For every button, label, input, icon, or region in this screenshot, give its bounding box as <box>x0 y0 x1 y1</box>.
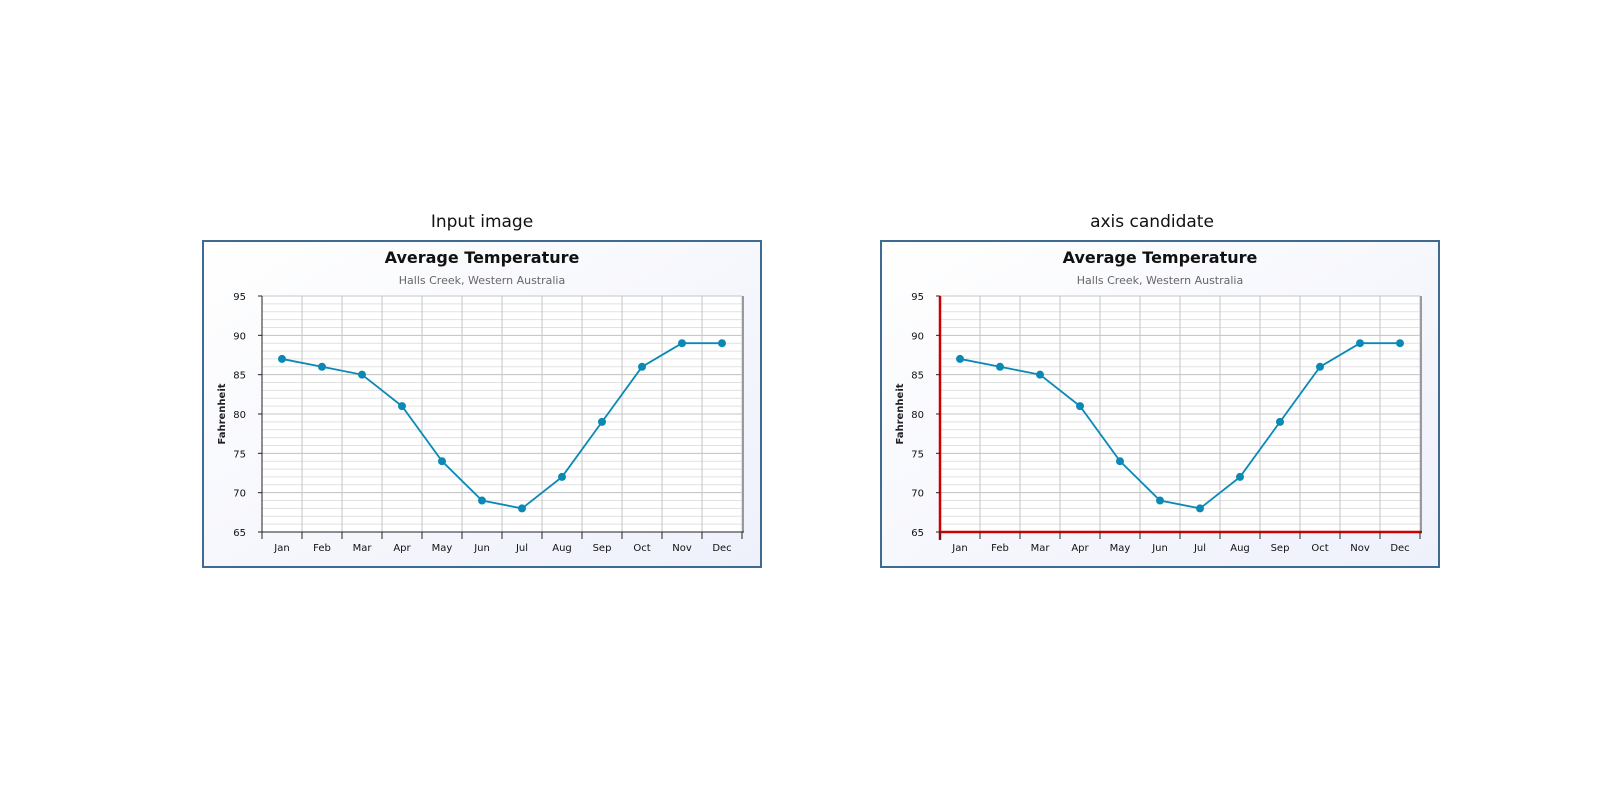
y-tick-label: 65 <box>233 528 246 539</box>
chart-title: Average Temperature <box>1063 248 1258 267</box>
x-tick-label: Jan <box>951 543 967 554</box>
y-tick-label: 95 <box>233 292 246 303</box>
data-point <box>678 339 686 348</box>
y-tick-label: 90 <box>911 331 924 342</box>
x-tick-label: Jan <box>273 543 289 554</box>
x-tick-label: Sep <box>593 543 612 554</box>
data-point <box>438 457 446 466</box>
x-tick-label: Jun <box>473 543 490 554</box>
x-tick-label: Mar <box>353 543 373 554</box>
data-point <box>956 354 964 363</box>
y-tick-label: 95 <box>911 292 924 303</box>
panel-title-input: Input image <box>430 212 534 232</box>
data-point <box>598 417 606 426</box>
data-point <box>398 402 406 411</box>
chart-panel-input: Average Temperature Halls Creek, Western … <box>202 240 762 568</box>
chart-subtitle: Halls Creek, Western Australia <box>399 274 565 287</box>
y-tick-label: 90 <box>233 331 246 342</box>
x-tick-label: Oct <box>633 543 650 554</box>
data-point <box>718 339 726 348</box>
data-point <box>1356 339 1364 348</box>
chart-input-svg: Average Temperature Halls Creek, Western … <box>202 240 762 568</box>
chart-panel-axis-candidate: Average Temperature Halls Creek, Western … <box>880 240 1440 568</box>
data-point <box>1276 417 1284 426</box>
x-tick-label: Apr <box>393 543 411 554</box>
data-point <box>1316 362 1324 371</box>
x-tick-label: Dec <box>1390 543 1409 554</box>
y-tick-label: 80 <box>911 410 924 421</box>
x-tick-label: Aug <box>1230 543 1250 554</box>
chart-axis-candidate-svg: Average Temperature Halls Creek, Western … <box>880 240 1440 568</box>
y-tick-label: 70 <box>911 489 924 500</box>
y-tick-label: 65 <box>911 528 924 539</box>
data-point <box>478 496 486 505</box>
data-point <box>318 362 326 371</box>
data-point <box>1036 370 1044 379</box>
y-tick-label: 75 <box>911 449 924 460</box>
x-tick-label: May <box>432 543 453 554</box>
x-tick-label: Jun <box>1151 543 1168 554</box>
data-point <box>558 472 566 481</box>
chart-title: Average Temperature <box>385 248 580 267</box>
x-tick-label: Mar <box>1031 543 1051 554</box>
x-tick-label: Aug <box>552 543 572 554</box>
data-point <box>1236 472 1244 481</box>
data-point <box>1076 402 1084 411</box>
data-point <box>278 354 286 363</box>
x-tick-label: Dec <box>712 543 731 554</box>
data-point <box>1196 504 1204 513</box>
data-point <box>358 370 366 379</box>
x-tick-label: Oct <box>1311 543 1328 554</box>
y-tick-label: 75 <box>233 449 246 460</box>
data-point <box>518 504 526 513</box>
data-point <box>638 362 646 371</box>
data-point <box>996 362 1004 371</box>
y-axis-label: Fahrenheit <box>217 383 228 444</box>
y-tick-label: 85 <box>233 371 246 382</box>
series-line <box>959 342 1400 510</box>
data-point <box>1156 496 1164 505</box>
series-line <box>281 342 722 510</box>
y-tick-label: 85 <box>911 371 924 382</box>
x-tick-label: Feb <box>313 543 331 554</box>
y-tick-label: 80 <box>233 410 246 421</box>
x-tick-label: Nov <box>1350 543 1370 554</box>
y-tick-label: 70 <box>233 489 246 500</box>
chart-subtitle: Halls Creek, Western Australia <box>1077 274 1243 287</box>
x-tick-label: Nov <box>672 543 692 554</box>
x-tick-label: Jul <box>1193 543 1206 554</box>
x-tick-label: Apr <box>1071 543 1089 554</box>
data-point <box>1116 457 1124 466</box>
x-tick-label: May <box>1110 543 1131 554</box>
data-point <box>1396 339 1404 348</box>
y-axis-label: Fahrenheit <box>895 383 906 444</box>
x-tick-label: Jul <box>515 543 528 554</box>
x-tick-label: Feb <box>991 543 1009 554</box>
x-tick-label: Sep <box>1271 543 1290 554</box>
panel-title-axis-candidate: axis candidate <box>1090 212 1214 232</box>
